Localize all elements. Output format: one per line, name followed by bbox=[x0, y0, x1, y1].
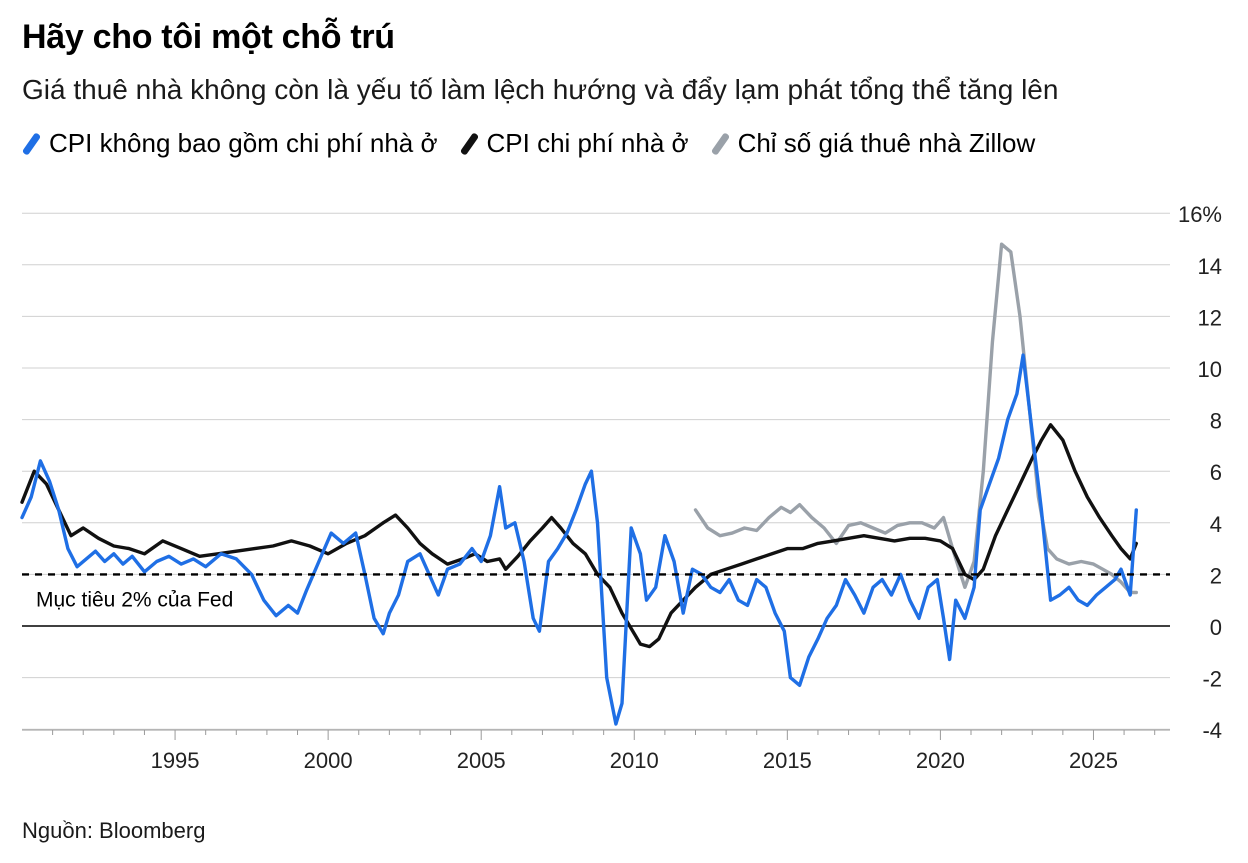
legend-label-core-ex-shelter: CPI không bao gồm chi phí nhà ở bbox=[49, 128, 438, 158]
y-tick-label: 6 bbox=[1210, 460, 1222, 485]
y-tick-label: 0 bbox=[1210, 615, 1222, 640]
x-tick-label: 2010 bbox=[610, 748, 659, 773]
legend-label-shelter: CPI chi phí nhà ở bbox=[486, 128, 689, 158]
x-tick-label: 1995 bbox=[151, 748, 200, 773]
y-tick-label: -4 bbox=[1202, 718, 1222, 743]
y-tick-label: 12 bbox=[1198, 305, 1222, 330]
x-tick-label: 2015 bbox=[763, 748, 812, 773]
series-line bbox=[693, 242, 1138, 595]
series-line bbox=[20, 423, 1138, 649]
x-tick-label: 2000 bbox=[304, 748, 353, 773]
y-tick-label: -2 bbox=[1202, 667, 1222, 692]
chart-title: Hãy cho tôi một chỗ trú bbox=[22, 18, 395, 56]
y-tick-label: 14 bbox=[1198, 254, 1222, 279]
legend-label-zillow: Chỉ số giá thuê nhà Zillow bbox=[737, 128, 1036, 158]
legend-item-core-ex-shelter: CPI không bao gồm chi phí nhà ở bbox=[21, 128, 438, 159]
y-tick-label: 4 bbox=[1210, 512, 1222, 537]
y-tick-label: 2 bbox=[1210, 563, 1222, 588]
source-note: Nguồn: Bloomberg bbox=[22, 818, 206, 843]
y-tick-label: 8 bbox=[1210, 409, 1222, 434]
axis-layer: -4 -2 0 2 4 6 8 10 12 14 16% 1995 2000 2005 2010 2015 20… bbox=[22, 202, 1222, 773]
y-tick-label: 16% bbox=[1178, 202, 1222, 227]
series-line bbox=[20, 353, 1138, 726]
x-tick-label: 2025 bbox=[1069, 748, 1118, 773]
legend-item-zillow: Chỉ số giá thuê nhà Zillow bbox=[710, 128, 1036, 159]
chart-subtitle: Giá thuê nhà không còn là yếu tố làm lệc… bbox=[22, 74, 1059, 105]
x-tick-label: 2020 bbox=[916, 748, 965, 773]
series-layer bbox=[20, 242, 1138, 726]
y-tick-label: 10 bbox=[1198, 357, 1222, 382]
legend-item-shelter: CPI chi phí nhà ở bbox=[459, 128, 689, 159]
grid-layer bbox=[22, 212, 1170, 730]
reference-line-label: Mục tiêu 2% của Fed bbox=[36, 588, 233, 611]
chart-legend: CPI không bao gồm chi phí nhà ở CPI chi … bbox=[21, 128, 1057, 159]
x-tick-label: 2005 bbox=[457, 748, 506, 773]
